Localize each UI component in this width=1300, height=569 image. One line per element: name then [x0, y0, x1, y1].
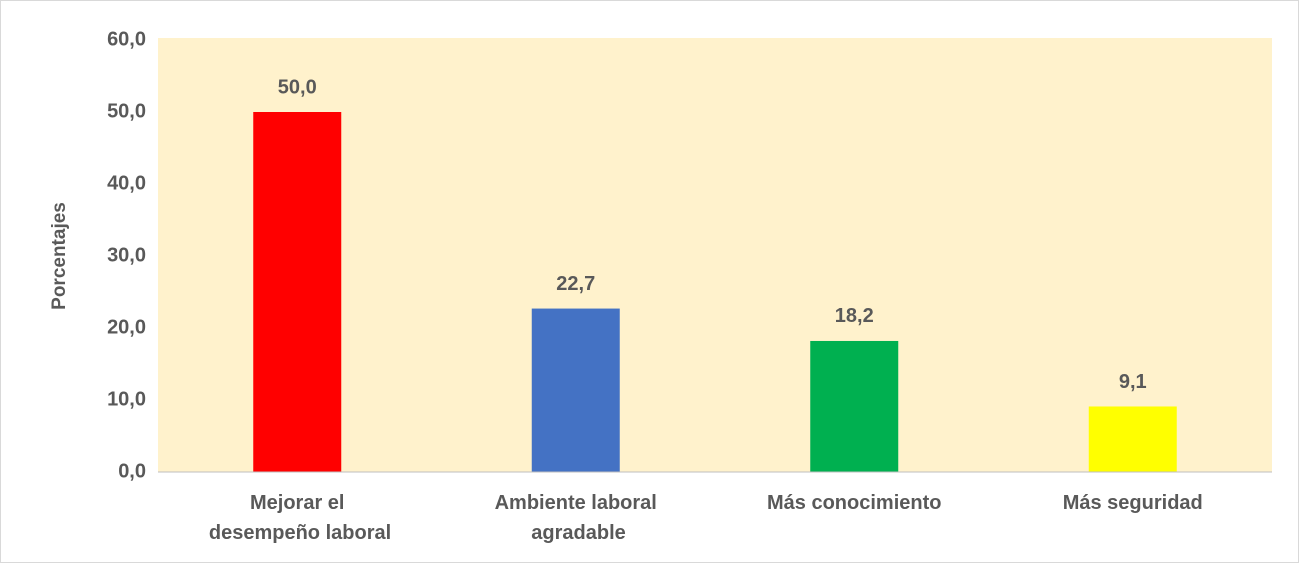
x-tick-label: Ambiente laboral agradable — [495, 492, 657, 544]
data-label: 9,1 — [1119, 371, 1147, 393]
data-label: 22,7 — [556, 273, 595, 295]
y-tick-label: 20,0 — [107, 316, 146, 338]
y-tick-label: 0,0 — [118, 460, 146, 482]
y-tick-label: 30,0 — [107, 244, 146, 266]
bar — [1088, 406, 1177, 472]
y-axis-label: Porcentajes — [49, 202, 70, 310]
y-tick-label: 40,0 — [107, 172, 146, 194]
y-tick-label: 60,0 — [107, 28, 146, 50]
plot-area — [158, 38, 1272, 472]
bar — [810, 340, 899, 472]
data-label: 18,2 — [835, 305, 874, 327]
x-tick-label: Más conocimiento — [767, 492, 941, 514]
bar — [531, 308, 620, 472]
data-label: 50,0 — [278, 76, 317, 98]
x-tick-label: Mejorar el desempeño laboral — [203, 492, 391, 544]
y-tick-label: 10,0 — [107, 388, 146, 410]
x-tick-label: Más seguridad — [1063, 492, 1203, 514]
y-tick-label: 50,0 — [107, 100, 146, 122]
bar — [253, 112, 342, 472]
